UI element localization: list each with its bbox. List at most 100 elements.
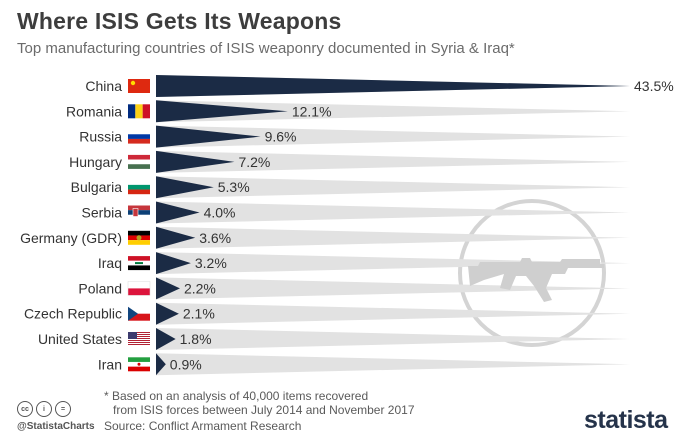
bar-track — [156, 100, 630, 123]
data-label: 0.9% — [170, 356, 202, 372]
bar-track — [156, 252, 630, 275]
flag-emblem — [136, 235, 142, 241]
flag-stripe — [128, 265, 150, 271]
flag-stripe — [128, 339, 150, 340]
data-label: 3.2% — [195, 255, 227, 271]
footnote-line-1: * Based on an analysis of 40,000 items r… — [104, 389, 369, 403]
category-label: Czech Republic — [24, 306, 122, 322]
no-derivatives-icon: = — [55, 401, 71, 417]
flag-stripe — [128, 180, 150, 185]
license-icons: cc i = — [17, 401, 71, 417]
flag-stripe — [128, 159, 150, 165]
flag-russia-icon — [128, 129, 150, 144]
data-label: 5.3% — [218, 179, 250, 195]
flag-stripe — [128, 342, 150, 343]
flag-emblem — [132, 208, 139, 217]
category-label: United States — [38, 331, 122, 347]
flag-stripe — [128, 164, 150, 169]
flag-stripe — [128, 338, 150, 339]
flag-stripe — [128, 340, 150, 341]
flag-stripe — [128, 333, 150, 334]
footnote: * Based on an analysis of 40,000 items r… — [104, 389, 415, 417]
data-label: 7.2% — [238, 154, 270, 170]
flag-stripe — [128, 134, 150, 139]
flag-stripe — [128, 334, 150, 335]
bar — [156, 226, 196, 249]
flag-stripe — [128, 256, 150, 261]
flag-stripe — [128, 345, 150, 346]
flag-stripe — [128, 189, 150, 195]
bar — [156, 353, 166, 376]
bar-track — [156, 201, 630, 224]
category-label: Germany (GDR) — [20, 230, 122, 246]
flag-stripe — [142, 104, 150, 119]
bar-track — [156, 226, 630, 249]
bar-track — [156, 176, 630, 199]
footnote-line-2: from ISIS forces between July 2014 and N… — [113, 403, 415, 417]
flag-stripe — [128, 104, 136, 119]
data-label: 2.2% — [184, 280, 216, 296]
flag-triangle — [128, 306, 138, 321]
source-text: Source: Conflict Armament Research — [104, 419, 302, 433]
flag-stripe — [135, 104, 143, 119]
flag-stripe — [128, 313, 150, 321]
flag-stripe — [128, 357, 150, 362]
bar — [156, 125, 261, 148]
flag-stripe — [128, 79, 150, 93]
bar-track — [156, 353, 630, 376]
chart-title: Where ISIS Gets Its Weapons — [17, 8, 342, 34]
bar — [156, 75, 630, 97]
bar-track — [156, 277, 630, 300]
statista-logo: statista — [584, 406, 668, 434]
category-label: Serbia — [82, 205, 123, 221]
flag-stripe — [128, 332, 137, 339]
flag-stripe — [128, 210, 150, 215]
flag-stripe — [128, 332, 150, 333]
flag-script — [135, 262, 143, 265]
bar — [156, 100, 288, 123]
flag-star — [130, 80, 136, 86]
data-label: 43.5% — [634, 78, 674, 94]
flag-serbia-icon — [128, 205, 150, 220]
flag-stripe — [128, 335, 150, 336]
cc-icon: cc — [17, 401, 33, 417]
category-label: Bulgaria — [71, 179, 123, 195]
bar — [156, 252, 191, 275]
flag-stripe — [128, 129, 150, 135]
data-label: 3.6% — [199, 230, 231, 246]
flag-bulgaria-icon — [128, 180, 150, 195]
category-label: Iraq — [98, 255, 122, 271]
flag-romania-icon — [128, 104, 150, 119]
category-label: Iran — [98, 356, 122, 372]
flag-hungary-icon — [128, 154, 150, 169]
flag-stripe — [128, 240, 150, 245]
bar — [156, 302, 179, 325]
flag-stripe — [128, 306, 150, 314]
flag-china-icon — [128, 79, 150, 93]
data-label: 9.6% — [265, 129, 297, 145]
flag-stripe — [128, 341, 150, 342]
bar-track — [156, 328, 630, 350]
bar-track — [156, 150, 630, 173]
flag-stripe — [128, 366, 150, 372]
flag-emblem — [137, 362, 141, 366]
flag-stripe — [128, 205, 150, 211]
bar — [156, 328, 176, 350]
flag-stripe — [128, 214, 150, 220]
flag-stripe — [128, 184, 150, 190]
flag-stripe — [128, 230, 150, 236]
bar — [156, 150, 235, 173]
flag-stripe — [128, 288, 150, 296]
flag-iraq-icon — [128, 256, 150, 271]
bar — [156, 176, 214, 199]
chart-subtitle: Top manufacturing countries of ISIS weap… — [17, 40, 515, 57]
category-label: Romania — [66, 103, 122, 119]
category-label: Hungary — [69, 154, 122, 170]
category-label: Poland — [78, 280, 122, 296]
flag-stripe — [128, 281, 150, 289]
data-label: 1.8% — [180, 331, 212, 347]
data-label: 4.0% — [204, 205, 236, 221]
bar — [156, 201, 200, 224]
bar-track — [156, 125, 630, 148]
category-label: China — [85, 78, 122, 94]
